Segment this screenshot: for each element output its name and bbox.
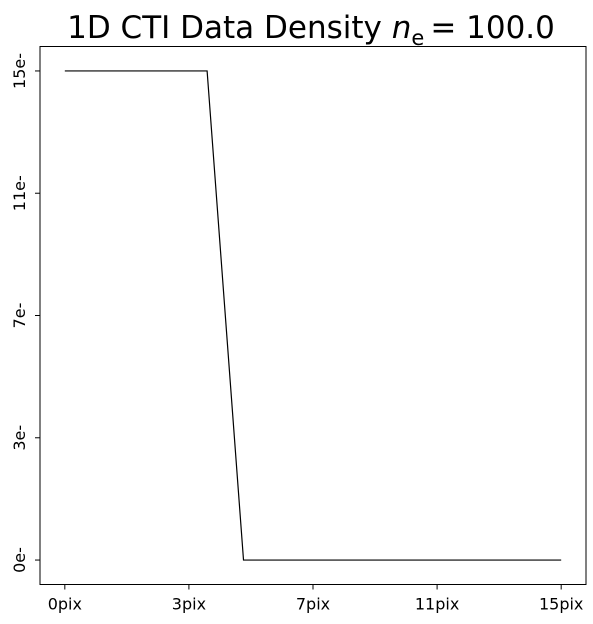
x-tick-label: 7pix — [296, 595, 330, 614]
y-tick-label: 0e- — [10, 547, 29, 573]
axes-frame — [39, 46, 587, 585]
title-subscript: e — [411, 26, 424, 50]
x-tick-label: 11pix — [415, 595, 459, 614]
data-line — [64, 70, 562, 561]
title-text: 1D CTI Data Density — [67, 10, 382, 46]
y-tick-label: 15e- — [10, 53, 29, 89]
y-tick-label: 7e- — [10, 303, 29, 329]
x-tick-label: 3pix — [172, 595, 206, 614]
chart-title: 1D CTI Data Density ne = 100.0 — [67, 10, 555, 50]
y-tick-label: 3e- — [10, 425, 29, 451]
x-tick-label: 15pix — [539, 595, 583, 614]
y-tick-label: 11e- — [10, 175, 29, 211]
title-value: = 100.0 — [430, 10, 555, 46]
title-symbol: n — [392, 10, 412, 46]
x-tick-label: 0pix — [48, 595, 82, 614]
